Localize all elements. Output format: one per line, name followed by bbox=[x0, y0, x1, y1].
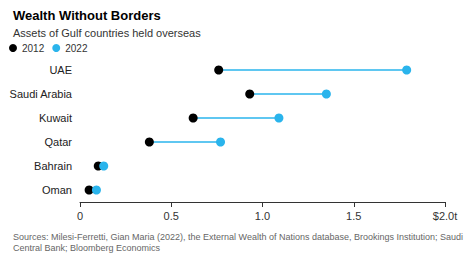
svg-text:0.5: 0.5 bbox=[164, 210, 179, 222]
svg-text:Wealth Without Borders: Wealth Without Borders bbox=[13, 8, 161, 23]
svg-text:2022: 2022 bbox=[65, 43, 88, 54]
svg-text:Bahrain: Bahrain bbox=[34, 160, 72, 172]
svg-text:1.0: 1.0 bbox=[255, 210, 270, 222]
svg-text:Qatar: Qatar bbox=[44, 136, 72, 148]
svg-text:2012: 2012 bbox=[22, 43, 45, 54]
svg-text:Sources: Milesi-Ferretti, Gian: Sources: Milesi-Ferretti, Gian Maria (20… bbox=[13, 232, 466, 242]
svg-text:UAE: UAE bbox=[49, 64, 72, 76]
svg-text:0: 0 bbox=[77, 210, 83, 222]
svg-text:Assets of Gulf countries held: Assets of Gulf countries held overseas bbox=[13, 27, 201, 39]
svg-text:Central Bank; Bloomberg Econom: Central Bank; Bloomberg Economics bbox=[13, 243, 161, 253]
svg-text:Kuwait: Kuwait bbox=[39, 112, 72, 124]
svg-text:Oman: Oman bbox=[42, 184, 72, 196]
svg-text:1.5: 1.5 bbox=[346, 210, 361, 222]
svg-text:Saudi Arabia: Saudi Arabia bbox=[10, 88, 73, 100]
svg-text:$2.0t: $2.0t bbox=[433, 210, 457, 222]
